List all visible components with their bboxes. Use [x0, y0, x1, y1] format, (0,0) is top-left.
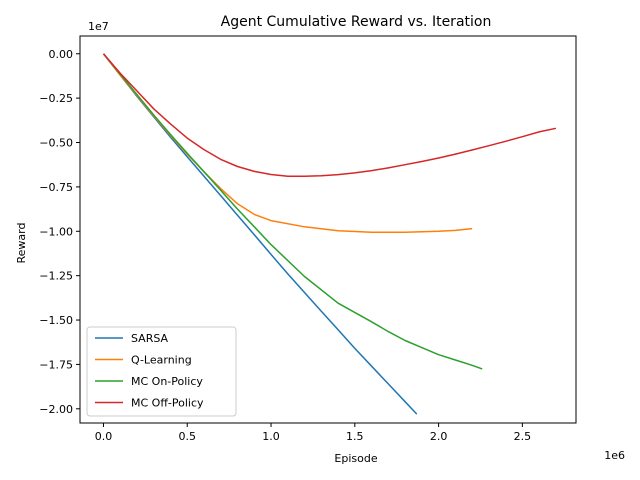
legend-entry-label: Q-Learning	[131, 354, 192, 367]
plot-lines	[102, 53, 557, 415]
x-axis-label: Episode	[334, 452, 377, 465]
x-axis-scale-label: 1e6	[604, 449, 625, 462]
y-tick-label: 0.00	[49, 48, 74, 61]
y-tick-label: −0.25	[39, 92, 73, 105]
y-tick-label: −1.50	[39, 314, 73, 327]
legend-box	[86, 326, 237, 417]
plot-frame	[79, 35, 577, 424]
x-tick-label: 2.0	[430, 430, 448, 443]
y-axis-scale-label: 1e7	[88, 20, 109, 33]
legend: SARSA Q-Learning MC On-Policy MC Off-Policy	[86, 326, 237, 417]
y-tick-label: −0.75	[39, 181, 73, 194]
x-tick-label: 2.5	[514, 430, 532, 443]
x-tick-label: 0.5	[178, 430, 196, 443]
y-tick-label: −0.50	[39, 137, 73, 150]
y-axis-label: Reward	[15, 223, 28, 264]
x-tick-label: 1.5	[346, 430, 364, 443]
y-tick-label: −1.00	[39, 225, 73, 238]
legend-entry-label: MC On-Policy	[131, 375, 203, 388]
y-tick-label: −1.25	[39, 270, 73, 283]
y-tick-label: −1.75	[39, 358, 73, 371]
axis-ticks: 0.0 0.5 1.0 1.5 2.0 2.5 0.00 −0.25 −0.50 −0.75 −1.…	[39, 48, 531, 443]
series-line-mc-off-policy	[102, 53, 557, 177]
x-tick-label: 0.0	[95, 430, 113, 443]
x-tick-label: 1.0	[262, 430, 280, 443]
chart-title: Agent Cumulative Reward vs. Iteration	[221, 14, 492, 30]
series-line-mc-on-policy	[102, 53, 483, 370]
y-tick-label: −2.00	[39, 403, 73, 416]
legend-entry-label: SARSA	[131, 332, 169, 345]
legend-entry-label: MC Off-Policy	[131, 397, 204, 410]
